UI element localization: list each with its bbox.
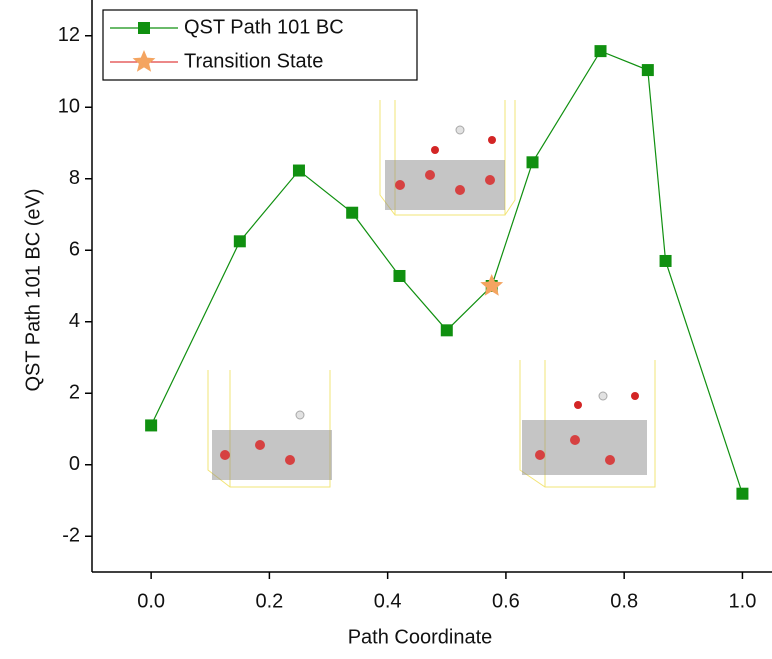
- x-axis-label: Path Coordinate: [348, 626, 493, 648]
- inset-initial: [208, 370, 332, 487]
- point-marker: [346, 207, 358, 219]
- point-marker: [441, 324, 453, 336]
- series-line: [151, 51, 742, 494]
- y-tick-label: 6: [69, 239, 80, 261]
- y-tick-label: 0: [69, 453, 80, 475]
- inset-final: [520, 360, 655, 487]
- legend-label: QST Path 101 BC: [184, 16, 344, 38]
- x-tick-label: 1.0: [729, 590, 757, 612]
- chart: Path Coordinate QST Path 101 BC (eV) -2 0…: [0, 0, 772, 654]
- y-tick-label: 10: [58, 96, 80, 118]
- x-tick-label: 0.4: [374, 590, 402, 612]
- y-tick-label: -2: [62, 525, 80, 547]
- legend-label: Transition State: [184, 50, 323, 72]
- y-tick-label: 12: [58, 24, 80, 46]
- inset-transition: [380, 100, 515, 215]
- y-axis-label: QST Path 101 BC (eV): [22, 188, 44, 391]
- point-marker: [480, 274, 503, 296]
- legend-marker: [138, 22, 150, 34]
- x-tick-label: 0.0: [137, 590, 165, 612]
- point-marker: [293, 165, 305, 177]
- point-marker: [527, 156, 539, 168]
- x-tick-label: 0.2: [255, 590, 283, 612]
- y-tick-label: 8: [69, 167, 80, 189]
- point-marker: [393, 270, 405, 282]
- point-marker: [736, 488, 748, 500]
- structure-insets: [208, 100, 655, 487]
- point-marker: [660, 255, 672, 267]
- x-tick-label: 0.6: [492, 590, 520, 612]
- point-marker: [642, 64, 654, 76]
- point-marker: [234, 235, 246, 247]
- point-marker: [145, 419, 157, 431]
- x-tick-label: 0.8: [610, 590, 638, 612]
- y-tick-label: 2: [69, 382, 80, 404]
- point-marker: [595, 45, 607, 57]
- y-tick-label: 4: [69, 310, 80, 332]
